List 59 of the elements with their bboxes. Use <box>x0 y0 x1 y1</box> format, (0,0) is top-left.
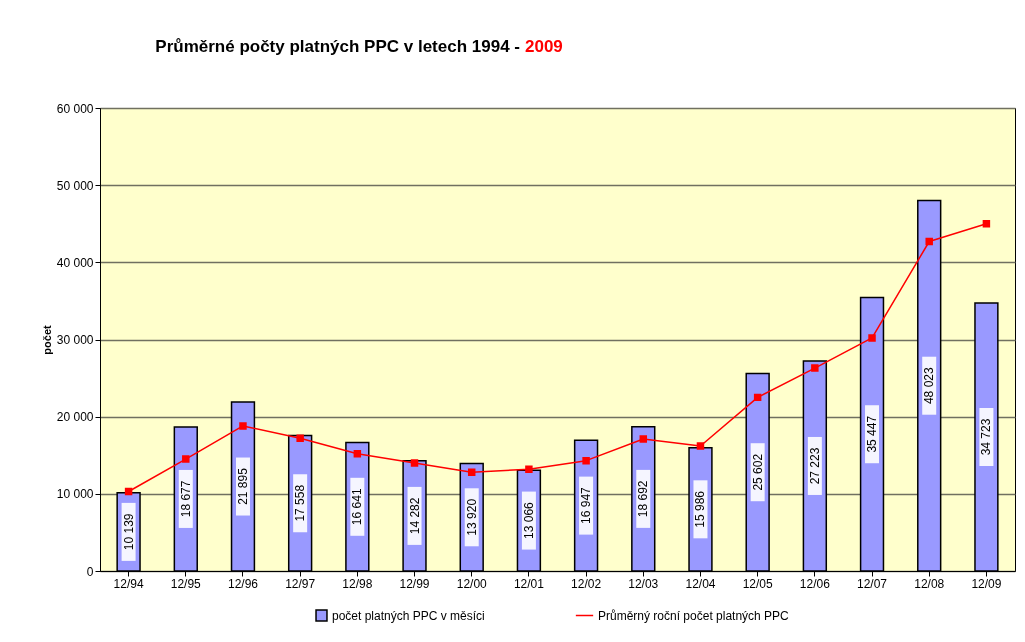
data-label: 48 023 <box>922 367 937 405</box>
data-label: 34 723 <box>979 418 994 456</box>
point <box>868 334 876 342</box>
y-tick-label: 30 000 <box>56 333 94 347</box>
point <box>353 449 362 458</box>
data-label: 35 447 <box>865 415 880 453</box>
point <box>639 435 648 443</box>
x-tick-label: 12/97 <box>285 576 316 591</box>
x-tick-label: 12/01 <box>513 576 545 591</box>
point <box>182 455 190 463</box>
x-tick-label: 12/95 <box>170 576 202 591</box>
data-label: 13 920 <box>464 498 479 536</box>
point <box>696 442 705 450</box>
x-tick-label: 12/05 <box>742 576 773 591</box>
x-tick-label: 12/02 <box>571 576 602 591</box>
y-tick-label: 20 000 <box>56 410 94 425</box>
point <box>582 456 590 465</box>
legend-label: počet platných PPC v měsíci <box>332 608 485 623</box>
x-tick-label: 12/99 <box>399 576 430 591</box>
point <box>467 468 476 476</box>
point <box>239 422 247 430</box>
data-label: 10 139 <box>121 513 136 551</box>
data-label: 15 986 <box>693 490 708 528</box>
y-tick-label: 50 000 <box>56 178 94 193</box>
x-tick-label: 12/07 <box>857 576 888 591</box>
data-label: 16 947 <box>579 486 594 524</box>
x-tick-label: 12/03 <box>628 576 659 591</box>
y-tick-label: 40 000 <box>56 255 94 270</box>
x-tick-label: 12/98 <box>342 576 373 591</box>
y-tick-label: 10 000 <box>56 487 94 502</box>
x-tick-label: 12/94 <box>113 576 144 591</box>
point <box>982 220 991 228</box>
x-tick-label: 12/06 <box>799 576 831 591</box>
x-tick-label: 12/96 <box>227 576 259 591</box>
data-label: 27 223 <box>807 447 822 485</box>
y-tick-label: 60 000 <box>56 101 94 116</box>
data-label: 21 895 <box>235 467 250 505</box>
point <box>410 459 419 467</box>
data-label: 18 677 <box>178 480 193 518</box>
data-label: 13 066 <box>521 501 536 539</box>
data-label: 25 602 <box>750 453 765 491</box>
chart-title: Průměrné počty platných PPC v letech 1994 - 2009 <box>155 37 563 56</box>
data-label: 16 641 <box>350 488 365 526</box>
y-tick-label: 0 <box>86 564 94 579</box>
point <box>811 364 819 372</box>
legend-label: Průměrný roční počet platných PPC <box>598 608 790 623</box>
x-tick-label: 12/04 <box>685 576 716 591</box>
x-tick-label: 12/09 <box>971 576 1002 591</box>
y-axis-title: počet <box>40 325 53 355</box>
data-label: 14 282 <box>407 497 422 535</box>
point <box>124 487 133 496</box>
data-label: 18 692 <box>636 480 651 518</box>
x-tick-label: 12/08 <box>914 576 945 591</box>
point <box>296 434 304 443</box>
point <box>525 465 533 473</box>
data-label: 17 558 <box>293 484 308 522</box>
x-tick-label: 12/00 <box>456 576 488 591</box>
point <box>925 237 933 246</box>
point <box>753 393 762 402</box>
